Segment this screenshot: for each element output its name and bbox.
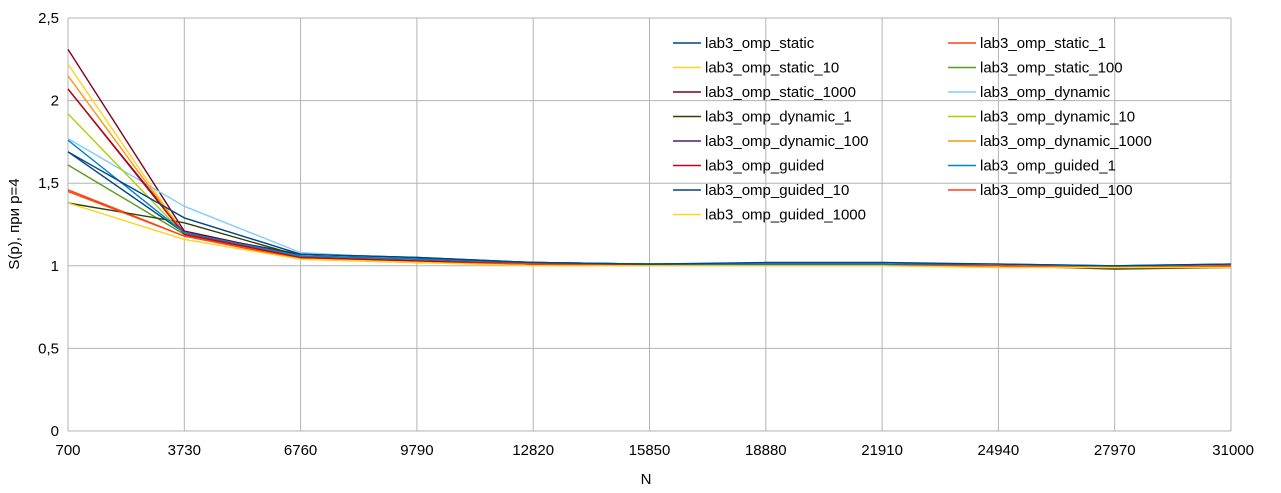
x-tick-label: 15850 bbox=[629, 442, 671, 459]
legend: lab3_omp_static lab3_omp_static_1 lab3_omp… bbox=[673, 35, 1152, 224]
y-tick-label: 1,5 bbox=[38, 175, 59, 192]
x-tick-label: 27970 bbox=[1094, 442, 1136, 459]
x-tick-label: 18880 bbox=[745, 442, 787, 459]
legend-label: lab3_omp_guided bbox=[705, 158, 824, 175]
y-tick-label: 0,5 bbox=[38, 340, 59, 357]
legend-label: lab3_omp_dynamic_1 bbox=[705, 109, 852, 126]
x-tick-label: 700 bbox=[55, 442, 80, 459]
y-tick-label: 2 bbox=[51, 93, 59, 110]
plot-area bbox=[67, 17, 1232, 432]
legend-label: lab3_omp_dynamic bbox=[980, 84, 1111, 101]
legend-label: lab3_omp_static_10 bbox=[705, 60, 839, 77]
legend-label: lab3_omp_dynamic_1000 bbox=[980, 133, 1152, 150]
x-tick-label: 21910 bbox=[861, 442, 903, 459]
x-tick-label: 31000 bbox=[1212, 442, 1254, 459]
y-tick-label: 1 bbox=[51, 258, 59, 275]
x-tick-label: 6760 bbox=[284, 442, 317, 459]
y-tick-label: 0 bbox=[51, 423, 59, 440]
legend-label: lab3_omp_guided_1 bbox=[980, 158, 1116, 175]
legend-label: lab3_omp_static_1000 bbox=[705, 84, 856, 101]
grid-lines bbox=[67, 17, 1232, 432]
series-line bbox=[67, 151, 1232, 267]
series-line bbox=[67, 202, 1231, 269]
legend-label: lab3_omp_static_100 bbox=[980, 60, 1123, 77]
legend-label: lab3_omp_static bbox=[705, 35, 815, 52]
y-axis-title: S(p), при p=4 bbox=[6, 178, 23, 269]
legend-label: lab3_omp_guided_100 bbox=[980, 182, 1133, 199]
x-tick-label: 24940 bbox=[978, 442, 1020, 459]
legend-label: lab3_omp_static_1 bbox=[980, 35, 1106, 52]
legend-label: lab3_omp_guided_1000 bbox=[705, 207, 866, 224]
legend-label: lab3_omp_dynamic_10 bbox=[980, 109, 1135, 126]
y-axis-ticks: 0 0,5 1 1,5 2 2,5 bbox=[38, 10, 59, 440]
series-lines bbox=[67, 49, 1232, 270]
y-tick-label: 2,5 bbox=[38, 10, 59, 27]
x-tick-label: 12820 bbox=[512, 442, 554, 459]
legend-label: lab3_omp_guided_10 bbox=[705, 182, 849, 199]
x-axis-ticks: 700 3730 6760 9790 12820 15850 18880 21910 24940… bbox=[55, 442, 1254, 459]
legend-label: lab3_omp_dynamic_100 bbox=[705, 133, 868, 150]
x-axis-title: N bbox=[641, 471, 652, 488]
x-tick-label: 9790 bbox=[400, 442, 433, 459]
x-tick-label: 3730 bbox=[168, 442, 201, 459]
